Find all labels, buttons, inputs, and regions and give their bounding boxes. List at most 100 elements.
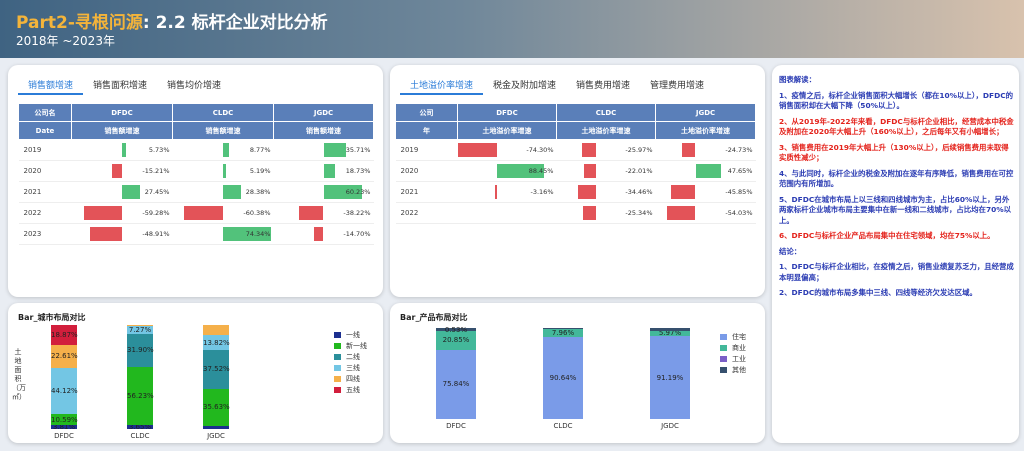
- cell-value: 60.23%: [345, 188, 371, 196]
- cell-value: 18.73%: [345, 167, 371, 175]
- legend-item[interactable]: 五线: [334, 385, 360, 395]
- table-header[interactable]: JGDC: [273, 103, 374, 122]
- note-item: 6、DFDC与标杆企业产品布局集中在住宅领域，均在75%以上。: [779, 231, 995, 240]
- stack-segment[interactable]: [127, 325, 153, 326]
- table-header[interactable]: 年: [395, 121, 458, 140]
- cell-value: -38.22%: [343, 209, 371, 217]
- segment-label: 18.87%: [51, 330, 78, 339]
- stack-segment[interactable]: [51, 425, 77, 429]
- cell-value: -60.38%: [243, 209, 271, 217]
- legend-item[interactable]: 工业: [720, 354, 746, 364]
- stack-segment[interactable]: [127, 325, 153, 334]
- segment-label: 35.63%: [203, 403, 230, 412]
- land-premium-card: 土地溢价率增速 税金及附加增速 销售费用增速 管理费用增速 公司 DFDC CLDC JGD…: [390, 65, 765, 297]
- table-cell: -59.28%: [71, 202, 173, 224]
- note-item: 2、从2019年-2022年来看，DFDC与标杆企业相比，经营成本中税金及附加在…: [779, 116, 1014, 137]
- left-tab-0[interactable]: 销售额增速: [18, 75, 84, 95]
- stack-segment[interactable]: [51, 325, 77, 345]
- legend-item[interactable]: 一线: [334, 330, 360, 340]
- stack-segment[interactable]: [203, 425, 229, 429]
- table-cell: -15.21%: [71, 160, 173, 182]
- notes-card: 图表解读： 1、疫情之后，标杆企业销售面积大幅增长（都在10%以上），DFDC的…: [772, 65, 1019, 443]
- cell-value: 8.77%: [249, 146, 271, 154]
- right-tab-0[interactable]: 土地溢价率增速: [400, 75, 484, 95]
- stack-segment[interactable]: [650, 328, 690, 331]
- stack-segment[interactable]: [203, 325, 229, 336]
- stack-segment[interactable]: [543, 329, 583, 337]
- value-bar: [183, 206, 223, 220]
- x-axis-label: JGDC: [661, 422, 679, 430]
- table-header[interactable]: JGDC: [655, 103, 756, 122]
- segment-label: 75.84%: [442, 380, 470, 389]
- right-tab-2[interactable]: 销售费用增速: [576, 81, 631, 91]
- stack-segment[interactable]: [650, 330, 690, 336]
- table-header[interactable]: DFDC: [71, 103, 173, 122]
- table-header[interactable]: DFDC: [457, 103, 557, 122]
- stack-segment[interactable]: [127, 425, 153, 429]
- city-chart-ylabel: 土地面积（万㎡）: [12, 348, 26, 401]
- segment-label: 91.19%: [656, 373, 684, 382]
- cell-value: 35.71%: [345, 146, 371, 154]
- stack-segment[interactable]: [436, 349, 476, 419]
- legend-item[interactable]: 新一线: [334, 341, 367, 351]
- x-axis-label: CLDC: [553, 422, 573, 430]
- table-header[interactable]: CLDC: [556, 103, 656, 122]
- table-header[interactable]: 土地溢价率增速: [655, 121, 756, 140]
- legend-item[interactable]: 三线: [334, 363, 360, 373]
- value-bar: [671, 185, 696, 199]
- stack-segment[interactable]: [51, 368, 77, 414]
- legend-item[interactable]: 商业: [720, 343, 746, 353]
- legend-label: 三线: [346, 364, 360, 372]
- segment-label: 31.90%: [127, 346, 154, 355]
- stack-segment[interactable]: [436, 328, 476, 331]
- left-tab-1[interactable]: 销售面积增速: [93, 81, 148, 91]
- cell-value: -54.03%: [725, 209, 753, 217]
- legend-swatch: [720, 367, 727, 373]
- stack-segment[interactable]: [127, 333, 153, 367]
- stack-segment[interactable]: [203, 335, 229, 350]
- legend-label: 商业: [732, 344, 746, 352]
- cell-value: 5.19%: [249, 167, 271, 175]
- table-header[interactable]: 土地溢价率增速: [556, 121, 656, 140]
- value-bar: [223, 227, 272, 241]
- stack-segment[interactable]: [543, 336, 583, 419]
- right-tab-3[interactable]: 管理费用增速: [650, 81, 705, 91]
- x-axis-label: JGDC: [207, 432, 225, 440]
- legend-item[interactable]: 二线: [334, 352, 360, 362]
- legend-item[interactable]: 四线: [334, 374, 360, 384]
- cell-value: -34.46%: [625, 188, 653, 196]
- table-header[interactable]: 公司: [395, 103, 458, 122]
- stack-segment[interactable]: [436, 331, 476, 350]
- legend-swatch: [334, 387, 341, 393]
- table-header[interactable]: CLDC: [172, 103, 274, 122]
- value-bar: [112, 164, 122, 178]
- table-cell: -38.22%: [273, 202, 374, 224]
- stack-segment[interactable]: [543, 328, 583, 330]
- table-header[interactable]: 销售额增速: [273, 121, 374, 140]
- stack-segment[interactable]: [203, 349, 229, 389]
- legend-label: 一线: [346, 331, 360, 339]
- stack-segment[interactable]: [203, 388, 229, 426]
- table-header[interactable]: 公司名: [18, 103, 72, 122]
- stack-segment[interactable]: [51, 414, 77, 426]
- table-header[interactable]: Date: [18, 121, 72, 140]
- row-year: 2019: [18, 139, 72, 161]
- table-header[interactable]: 销售额增速: [71, 121, 173, 140]
- legend-item[interactable]: 其他: [720, 365, 746, 375]
- right-tab-1[interactable]: 税金及附加增速: [493, 81, 557, 91]
- legend-swatch: [334, 332, 341, 338]
- legend-item[interactable]: 住宅: [720, 332, 746, 342]
- left-tab-2[interactable]: 销售均价增速: [167, 81, 222, 91]
- stack-segment[interactable]: [650, 336, 690, 419]
- stack-segment[interactable]: [127, 366, 153, 426]
- cell-value: -25.34%: [625, 209, 653, 217]
- table-cell: -24.73%: [655, 139, 756, 161]
- product-chart-title: Bar_产品布局对比: [400, 313, 468, 322]
- table-header[interactable]: 销售额增速: [172, 121, 274, 140]
- stack-segment[interactable]: [51, 344, 77, 369]
- table-header[interactable]: 土地溢价率增速: [457, 121, 557, 140]
- land-premium-table: 公司 DFDC CLDC JGDC 年土地溢价率增速 土地溢价率增速 土地溢价率增速 2019…: [395, 103, 756, 224]
- row-year: 2021: [395, 181, 458, 203]
- legend-swatch: [334, 343, 341, 349]
- note-item: 2、DFDC的城市布局多集中三线、四线等经济欠发达区域。: [779, 288, 977, 297]
